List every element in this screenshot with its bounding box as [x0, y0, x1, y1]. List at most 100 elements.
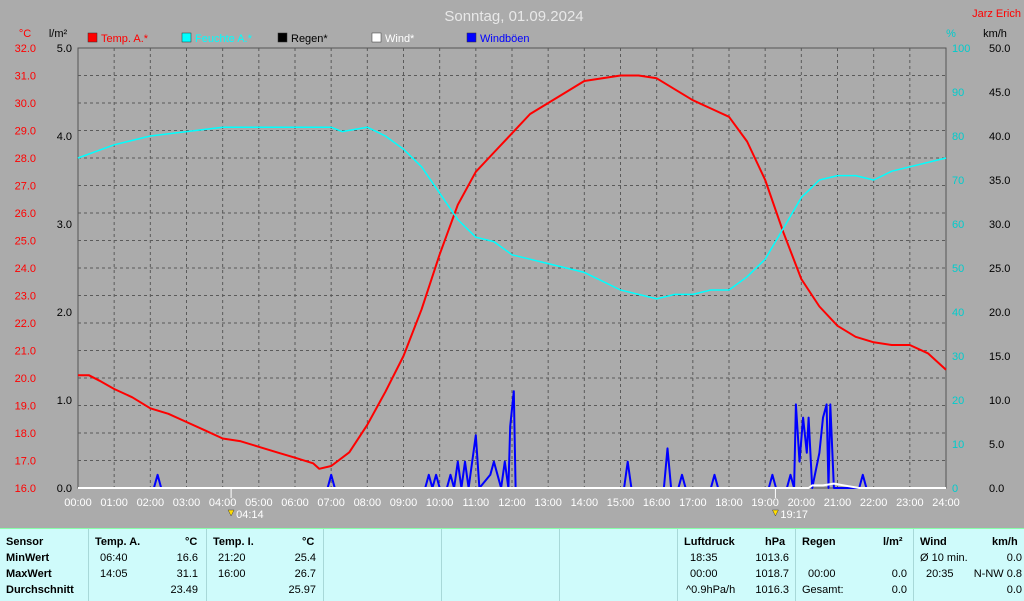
legend-swatch: [466, 32, 477, 43]
hum-tick-label: 40: [952, 307, 964, 319]
x-tick-label: 21:00: [824, 497, 852, 509]
hum-tick-label: 80: [952, 131, 964, 143]
wind-max-value: N-NW 0.8: [973, 568, 1022, 580]
hum-tick-label: 20: [952, 395, 964, 407]
wind-tick-label: 45.0: [989, 87, 1010, 99]
rain-tick-label: 4.0: [57, 131, 72, 143]
wind-tick-label: 15.0: [989, 351, 1010, 363]
wind-tick-label: 0.0: [989, 483, 1004, 495]
legend-swatch: [181, 32, 192, 43]
x-tick-label: 12:00: [498, 497, 526, 509]
sensor-header: Sensor: [6, 536, 44, 548]
wind-unit: km/h: [992, 536, 1018, 548]
hum-tick-label: 50: [952, 263, 964, 275]
temp-a-header: Temp. A.: [95, 536, 141, 548]
x-tick-label: 04:00: [209, 497, 237, 509]
chart-title: Sonntag, 01.09.2024: [444, 8, 583, 25]
x-tick-label: 10:00: [426, 497, 454, 509]
rain-header: Regen: [802, 536, 836, 548]
x-tick-label: 05:00: [245, 497, 273, 509]
temp-unit-label: °C: [19, 28, 31, 40]
temp-tick-label: 31.0: [15, 71, 36, 83]
x-tick-label: 24:00: [932, 497, 960, 509]
axis-ticks: 00:00 01:00 02:00 03:00 04:00 05:00 06:00 07:00…: [15, 43, 1011, 509]
temp-i-header: Temp. I.: [213, 536, 254, 548]
temp-tick-label: 21.0: [15, 346, 36, 358]
x-tick-label: 22:00: [860, 497, 888, 509]
wind-header: Wind: [920, 536, 947, 548]
temp-tick-label: 18.0: [15, 428, 36, 440]
pressure-max-value: 1018.7: [755, 568, 789, 580]
rain-unit: l/m²: [883, 536, 903, 548]
wind-tick-label: 40.0: [989, 131, 1010, 143]
rain-unit-label: l/m²: [49, 28, 68, 40]
rain-tick-label: 3.0: [57, 219, 72, 231]
hum-tick-label: 30: [952, 351, 964, 363]
wind-avg-value: 0.0: [1006, 584, 1022, 596]
x-tick-label: 07:00: [317, 497, 345, 509]
legend-label: Feuchte A.*: [195, 33, 253, 45]
temp-i-avg-value: 25.97: [288, 584, 316, 596]
series-line: [78, 74, 947, 470]
legend-label: Temp. A.*: [101, 33, 149, 45]
temp-tick-label: 16.0: [15, 483, 36, 495]
temp-i-min-time: 21:20: [218, 552, 246, 564]
wind-tick-label: 50.0: [989, 43, 1010, 55]
temp-tick-label: 30.0: [15, 98, 36, 110]
x-tick-label: 03:00: [173, 497, 201, 509]
x-tick-label: 00:00: [64, 497, 92, 509]
weather-chart: Sonntag, 01.09.2024 Jarz Erich °C l/m² %…: [15, 8, 1021, 521]
series-line: [77, 126, 947, 300]
max-label: MaxWert: [6, 568, 52, 580]
x-tick-label: 20:00: [788, 497, 816, 509]
sunrise-time: 04:14: [236, 509, 264, 521]
series-line: [78, 482, 946, 489]
temp-tick-label: 27.0: [15, 181, 36, 193]
temp-tick-label: 19.0: [15, 401, 36, 413]
temp-a-avg-value: 23.49: [170, 584, 198, 596]
data-series: [77, 74, 947, 489]
avg-label: Durchschnitt: [6, 584, 74, 596]
sunset-icon: [772, 509, 779, 517]
temp-i-max-value: 26.7: [294, 568, 316, 580]
temp-tick-label: 23.0: [15, 291, 36, 303]
x-tick-label: 08:00: [354, 497, 382, 509]
legend-swatch: [87, 32, 98, 43]
legend-label: Wind*: [385, 33, 415, 45]
wind-tick-label: 35.0: [989, 175, 1010, 187]
pressure-max-time: 00:00: [690, 568, 718, 580]
wind-tick-label: 30.0: [989, 219, 1010, 231]
x-tick-label: 11:00: [462, 497, 489, 509]
chart-legend: Temp. A.* Feuchte A.* Regen* Wind* Windböen: [87, 32, 530, 45]
rain-total-value: 0.0: [891, 584, 907, 596]
temp-tick-label: 32.0: [15, 43, 36, 55]
rain-max-value: 0.0: [891, 568, 907, 580]
x-tick-label: 06:00: [281, 497, 309, 509]
hum-tick-label: 0: [952, 483, 958, 495]
temp-i-min-value: 25.4: [294, 552, 316, 564]
wind-tick-label: 25.0: [989, 263, 1010, 275]
x-tick-label: 01:00: [100, 497, 128, 509]
hum-tick-label: 10: [952, 439, 964, 451]
sunset-time: 19:17: [780, 509, 808, 521]
wind-avg10-value: 0.0: [1006, 552, 1022, 564]
temp-tick-label: 22.0: [15, 318, 36, 330]
temp-a-min-time: 06:40: [100, 552, 128, 564]
x-tick-label: 09:00: [390, 497, 418, 509]
hum-tick-label: 70: [952, 175, 964, 187]
hum-tick-label: 60: [952, 219, 964, 231]
x-tick-label: 15:00: [607, 497, 635, 509]
x-tick-label: 02:00: [137, 497, 165, 509]
author-label: Jarz Erich: [972, 8, 1021, 20]
temp-i-unit: °C: [302, 536, 315, 548]
temp-tick-label: 25.0: [15, 236, 36, 248]
pressure-trend: ^0.9hPa/h: [686, 584, 736, 596]
wind-tick-label: 10.0: [989, 395, 1010, 407]
wind-unit-label: km/h: [983, 28, 1007, 40]
temp-tick-label: 24.0: [15, 263, 36, 275]
sunrise-icon: [227, 509, 235, 517]
temp-a-min-value: 16.6: [176, 552, 198, 564]
wind-tick-label: 20.0: [989, 307, 1010, 319]
temp-tick-label: 28.0: [15, 153, 36, 165]
x-tick-label: 18:00: [715, 497, 743, 509]
